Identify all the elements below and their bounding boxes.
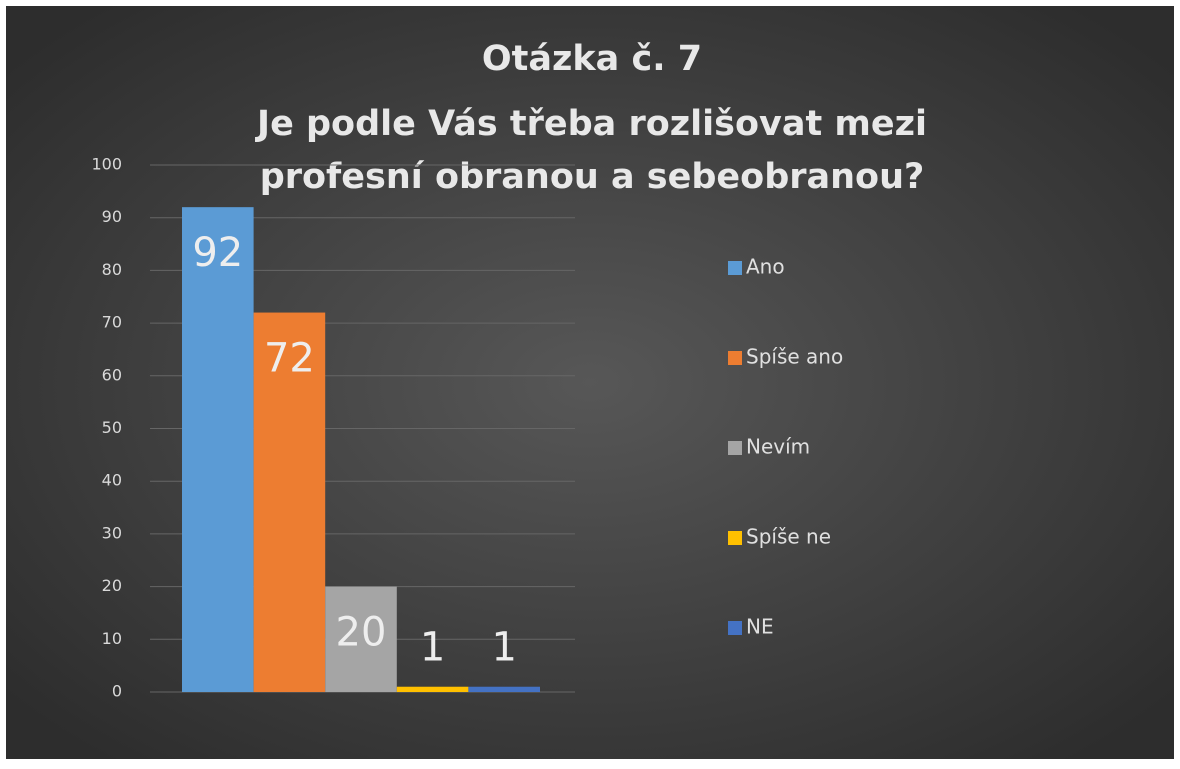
y-tick-label: 50 (102, 418, 122, 437)
legend-label: Spíše ne (746, 525, 831, 549)
data-label: 92 (192, 230, 243, 276)
legend-label: Spíše ano (746, 345, 843, 369)
y-tick-label: 90 (102, 207, 122, 226)
y-tick-label: 80 (102, 260, 122, 279)
data-label: 1 (420, 625, 445, 671)
legend-swatch (728, 531, 742, 545)
chart-title: Otázka č. 7 (482, 39, 702, 79)
data-label: 72 (264, 336, 315, 382)
y-tick-label: 10 (102, 629, 122, 648)
legend-swatch (728, 351, 742, 365)
legend-label: Nevím (746, 435, 810, 459)
legend-swatch (728, 441, 742, 455)
bar (182, 207, 254, 692)
bar (253, 312, 326, 692)
y-tick-label: 0 (112, 682, 122, 701)
y-tick-label: 60 (102, 365, 122, 384)
y-tick-label: 40 (102, 471, 122, 490)
chart-title: Je podle Vás třeba rozlišovat mezi (255, 104, 927, 144)
chart-title: profesní obranou a sebeobranou? (260, 157, 925, 197)
bar (396, 686, 469, 692)
bar (468, 686, 540, 692)
legend-swatch (728, 261, 742, 275)
legend-swatch (728, 621, 742, 635)
data-label: 20 (336, 610, 387, 656)
legend-label: NE (746, 615, 774, 639)
y-tick-label: 70 (102, 313, 122, 332)
legend-label: Ano (746, 255, 785, 279)
y-tick-label: 30 (102, 523, 122, 542)
y-tick-label: 100 (91, 155, 122, 174)
data-label: 1 (491, 625, 516, 671)
y-tick-label: 20 (102, 576, 122, 595)
bar (325, 586, 397, 692)
